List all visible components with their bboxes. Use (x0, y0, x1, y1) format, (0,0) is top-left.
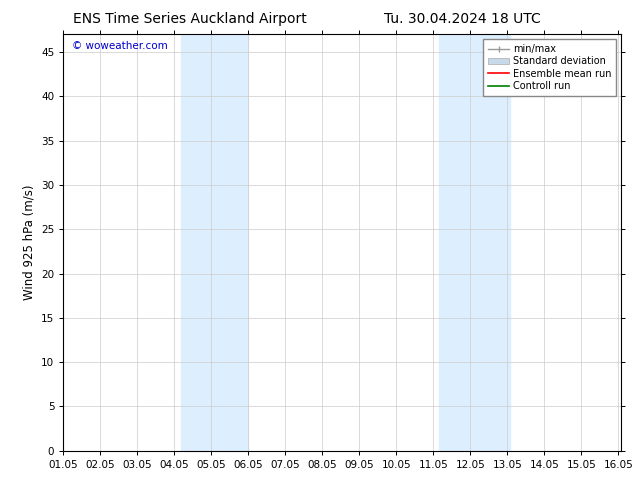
Text: © woweather.com: © woweather.com (72, 41, 167, 50)
Text: ENS Time Series Auckland Airport: ENS Time Series Auckland Airport (74, 12, 307, 26)
Text: Tu. 30.04.2024 18 UTC: Tu. 30.04.2024 18 UTC (384, 12, 541, 26)
Bar (439, 34, 470, 451)
Bar (181, 34, 211, 451)
Y-axis label: Wind 925 hPa (m/s): Wind 925 hPa (m/s) (23, 185, 36, 300)
Bar (470, 34, 510, 451)
Legend: min/max, Standard deviation, Ensemble mean run, Controll run: min/max, Standard deviation, Ensemble me… (483, 39, 616, 96)
Bar (211, 34, 249, 451)
